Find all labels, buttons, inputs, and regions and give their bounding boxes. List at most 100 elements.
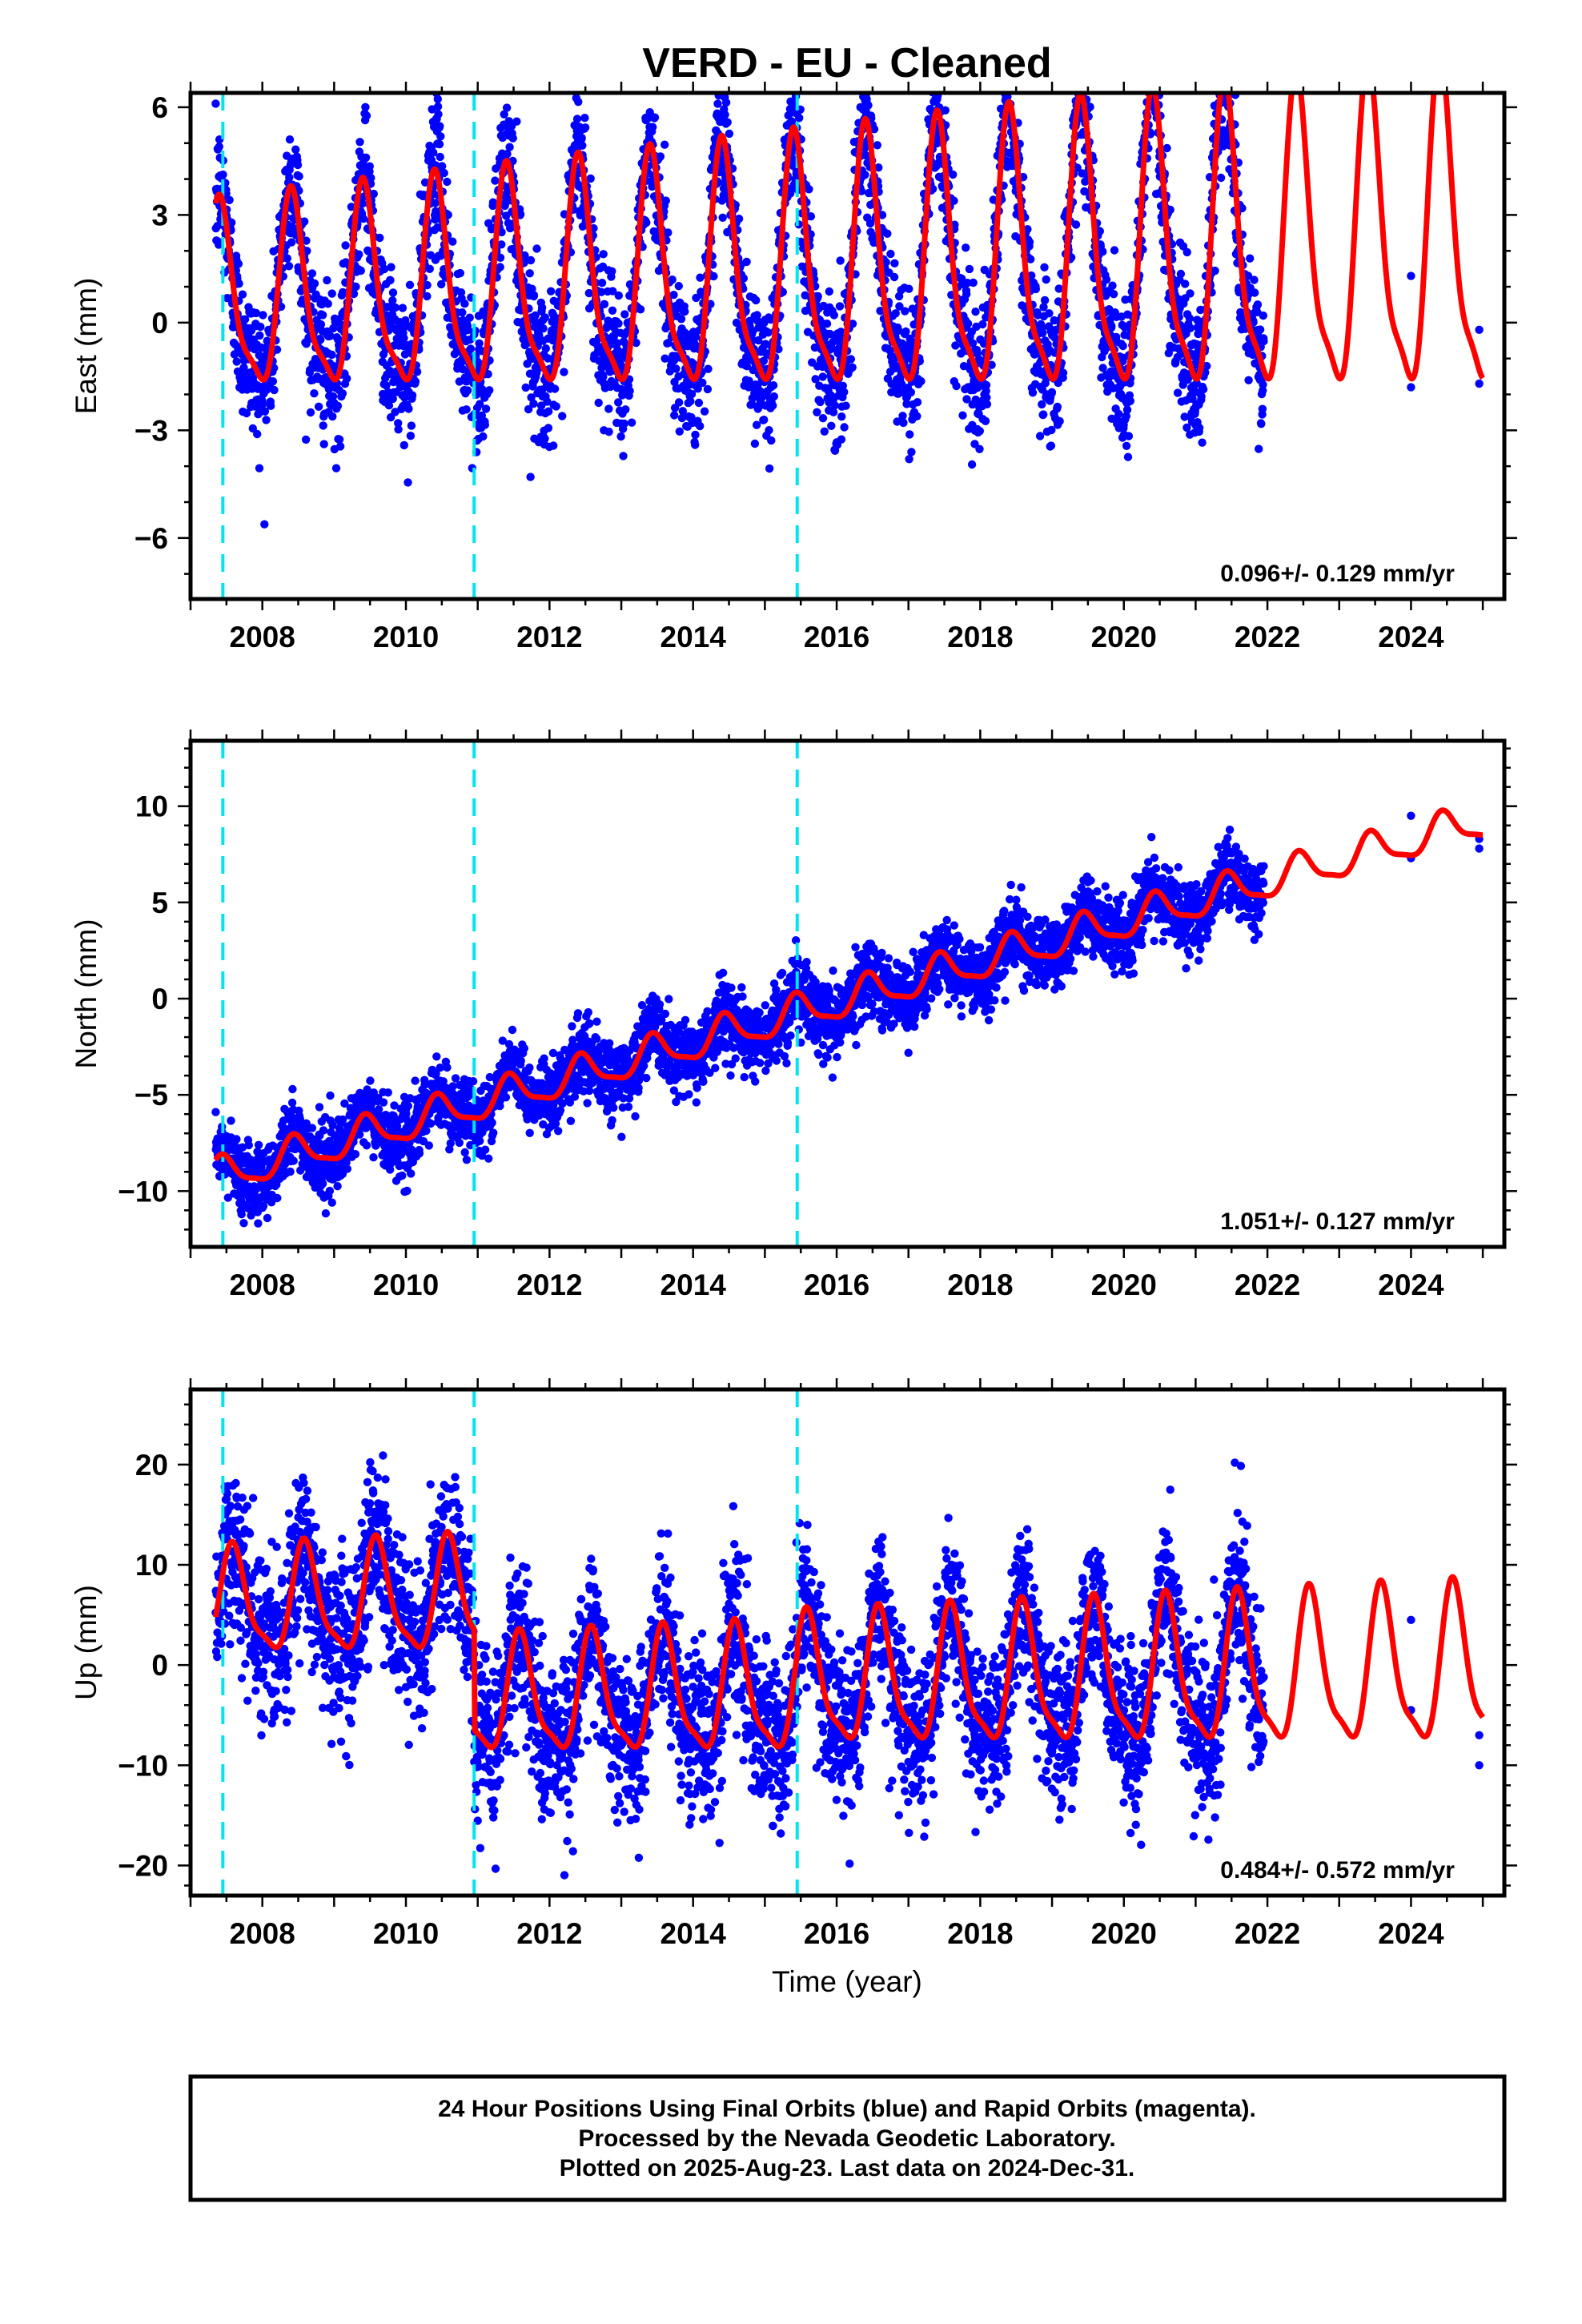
east-data-point <box>806 212 816 221</box>
east-data-point <box>379 264 389 274</box>
east-data-point <box>253 429 262 439</box>
east-data-point <box>359 214 368 223</box>
east-data-point <box>1222 57 1230 65</box>
east-data-point <box>458 308 467 317</box>
east-data-point <box>423 280 432 290</box>
east-x-tick-label: 2020 <box>1091 621 1157 653</box>
east-data-point <box>310 389 319 398</box>
east-data-point <box>1077 82 1085 90</box>
east-data-point <box>1073 58 1081 66</box>
east-data-point <box>484 370 492 379</box>
east-data-point <box>1068 75 1076 83</box>
east-data-point <box>1031 284 1041 294</box>
east-data-point <box>574 98 583 107</box>
east-data-point <box>1162 143 1171 153</box>
east-data-point <box>1045 309 1054 318</box>
east-data-point <box>1216 80 1224 88</box>
east-data-point <box>405 280 415 289</box>
east-data-point <box>1407 383 1415 392</box>
north-data-point <box>244 1140 253 1150</box>
north-data-point <box>369 1153 378 1162</box>
east-data-point <box>621 405 630 414</box>
east-data-point <box>460 300 469 308</box>
east-data-point <box>323 300 332 308</box>
east-panel: 2008 2010 2012 2014 2016 2018 2020 2022 2024−6−3… <box>70 25 1517 653</box>
east-data-point <box>669 291 678 300</box>
east-data-point <box>525 269 534 278</box>
east-data-point <box>625 386 634 396</box>
east-data-point <box>526 472 535 481</box>
east-data-point <box>846 355 856 364</box>
east-data-point <box>408 391 417 400</box>
east-data-point <box>1185 314 1195 323</box>
east-data-point <box>1150 69 1158 77</box>
east-data-point <box>420 178 430 187</box>
north-data-point <box>254 1219 263 1228</box>
east-data-point <box>767 436 776 445</box>
east-data-point <box>860 25 868 33</box>
east-data-point <box>576 72 584 80</box>
east-data-point <box>962 290 971 299</box>
east-data-point <box>891 309 900 318</box>
east-data-point <box>1076 48 1084 56</box>
east-data-point <box>580 123 590 132</box>
east-data-point <box>599 250 608 259</box>
east-data-point <box>283 151 291 160</box>
east-data-point <box>456 288 466 297</box>
east-data-point <box>404 404 413 413</box>
east-data-point <box>627 418 636 427</box>
east-data-point <box>251 308 261 318</box>
east-data-point <box>1118 341 1127 351</box>
east-data-point <box>1039 303 1048 312</box>
east-data-point <box>963 319 973 328</box>
east-data-point <box>1040 263 1049 271</box>
east-data-point <box>266 401 275 410</box>
east-data-point <box>387 263 396 271</box>
east-data-point <box>327 289 336 298</box>
east-data-point <box>718 213 727 222</box>
east-data-point <box>508 134 517 143</box>
east-data-point <box>552 402 560 411</box>
north-data-point <box>286 1167 295 1176</box>
north-data-point <box>321 1209 331 1218</box>
east-data-point <box>526 255 536 265</box>
east-data-point <box>480 420 489 429</box>
east-data-point <box>234 259 243 268</box>
east-data-point <box>400 440 408 450</box>
east-data-point <box>475 339 484 348</box>
east-data-point <box>1257 420 1266 428</box>
east-data-point <box>614 319 623 328</box>
east-data-point <box>1038 400 1046 409</box>
north-panel: 2008 2010 2012 2014 2016 2018 2020 2022 2024−10−… <box>70 730 1517 1301</box>
east-data-point <box>765 464 774 473</box>
north-data-point <box>318 1179 327 1188</box>
east-data-point <box>608 306 617 315</box>
east-data-point <box>361 103 370 111</box>
east-data-point <box>500 110 508 119</box>
east-data-point <box>661 140 669 149</box>
east-data-point <box>906 388 916 397</box>
east-data-point <box>827 421 836 430</box>
east-data-point <box>572 115 582 123</box>
east-data-point <box>917 376 926 386</box>
east-data-point <box>355 250 363 259</box>
east-data-point <box>656 152 665 161</box>
north-plot-area <box>211 741 1485 1247</box>
north-data-point <box>289 1156 298 1165</box>
east-data-point <box>407 421 416 430</box>
east-data-point <box>674 398 684 407</box>
east-data-point <box>388 296 397 305</box>
east-data-point <box>873 141 882 150</box>
east-data-point <box>1070 74 1078 82</box>
east-data-point <box>319 440 328 448</box>
east-data-point <box>965 264 974 274</box>
east-data-point <box>829 311 839 320</box>
east-data-point <box>905 284 913 293</box>
east-data-point <box>438 162 447 171</box>
east-data-point <box>318 311 327 320</box>
east-data-point <box>386 275 395 285</box>
east-data-point <box>899 418 908 428</box>
east-y-tick-label: −3 <box>135 414 168 447</box>
east-data-point <box>1212 75 1220 83</box>
east-data-point <box>1082 60 1090 68</box>
